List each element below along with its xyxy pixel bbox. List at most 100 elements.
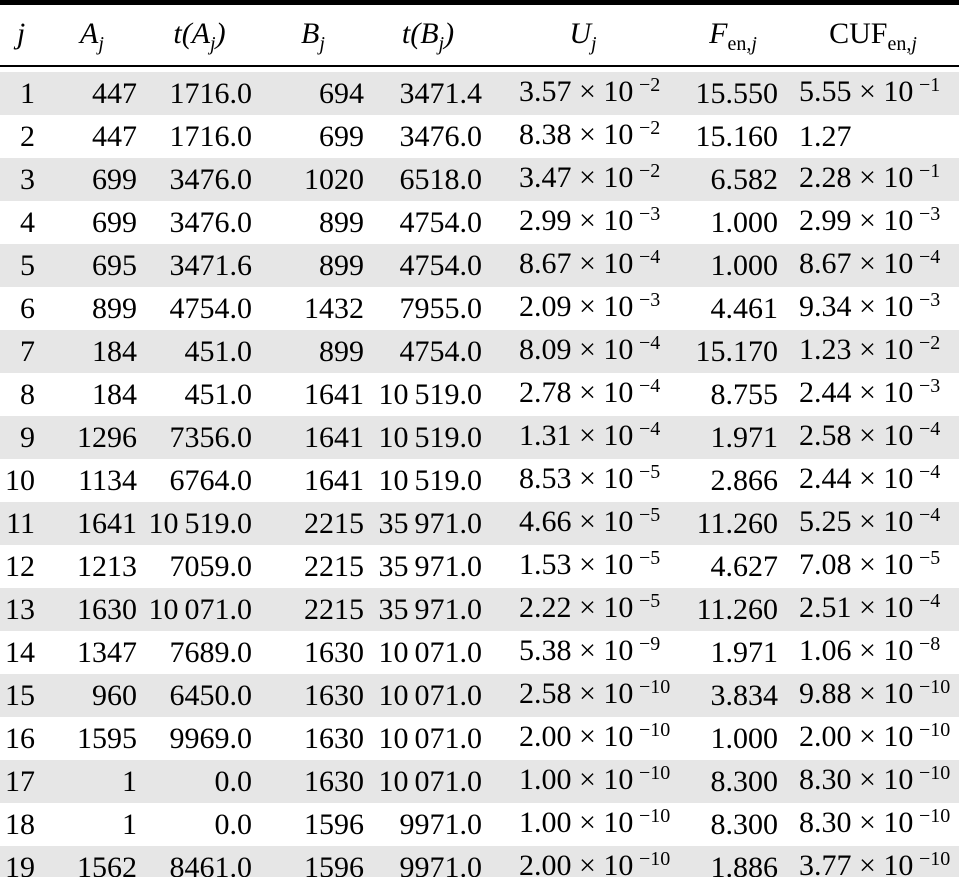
cell-fenj: 11.260 <box>696 593 778 626</box>
uj-exponent: −4 <box>639 246 661 268</box>
cufenj-exponent: −8 <box>919 633 941 655</box>
uj-exponent: −10 <box>639 719 671 741</box>
cufenj-mantissa: 2.00 × 10 <box>799 720 914 753</box>
uj-mantissa: 2.09 × 10 <box>519 290 634 323</box>
uj-exponent: −9 <box>639 633 661 655</box>
cufenj-exponent: −4 <box>919 504 941 526</box>
cell-tbj: 35 971.0 <box>378 507 482 540</box>
cufenj-mantissa: 8.30 × 10 <box>799 763 914 796</box>
cell-j: 10 <box>5 464 35 497</box>
cell-j: 14 <box>5 636 35 669</box>
cell-tbj: 10 071.0 <box>378 679 482 712</box>
cufenj-mantissa: 3.77 × 10 <box>799 849 914 877</box>
cell-uj: 1.00 × 10 −10 <box>487 803 679 846</box>
cell-bj: 2215 <box>304 593 364 626</box>
cell-fenj: 4.627 <box>710 550 779 583</box>
cufenj-mantissa: 2.99 × 10 <box>799 204 914 237</box>
header-cell-cufenj: CUFen,j <box>787 2 959 67</box>
uj-mantissa: 2.78 × 10 <box>519 376 634 409</box>
cell-cufenj: 5.25 × 10 −4 <box>787 502 959 545</box>
cell-taj: 1716.0 <box>169 77 253 110</box>
cell-uj: 4.66 × 10 −5 <box>487 502 679 545</box>
cell-aj: 699 <box>92 206 137 239</box>
uj-mantissa: 1.00 × 10 <box>519 763 634 796</box>
cufenj-exponent: −3 <box>919 289 941 311</box>
uj-exponent: −3 <box>639 289 661 311</box>
table-row: 5 695 3471.6 899 4754.0 8.67 × 10 −4 1.00… <box>0 244 959 287</box>
cell-bj: 699 <box>319 120 364 153</box>
header-subscript: j <box>98 33 104 55</box>
cufenj-mantissa: 9.34 × 10 <box>799 290 914 323</box>
cufenj-mantissa: 7.08 × 10 <box>799 548 914 581</box>
cell-fenj: 11.260 <box>696 507 778 540</box>
table-row: 7 184 451.0 899 4754.0 8.09 × 10 −4 15.17… <box>0 330 959 373</box>
cell-tbj: 10 071.0 <box>378 636 482 669</box>
cell-taj: 7689.0 <box>169 636 253 669</box>
cell-aj: 960 <box>92 679 137 712</box>
cell-aj: 1595 <box>77 722 137 755</box>
uj-exponent: −5 <box>639 547 661 569</box>
cell-taj: 451.0 <box>184 378 253 411</box>
cell-bj: 1020 <box>304 163 364 196</box>
cell-bj: 2215 <box>304 507 364 540</box>
cell-j: 4 <box>20 206 35 239</box>
uj-exponent: −4 <box>639 418 661 440</box>
cell-cufenj: 2.51 × 10 −4 <box>787 588 959 631</box>
cell-fenj: 15.550 <box>695 77 779 110</box>
cell-j: 13 <box>5 593 35 626</box>
table-row: 12 1213 7059.0 2215 35 971.0 1.53 × 10 −5… <box>0 545 959 588</box>
uj-mantissa: 2.22 × 10 <box>519 591 634 624</box>
cell-bj: 1630 <box>304 679 364 712</box>
cufenj-mantissa: 2.28 × 10 <box>799 161 914 194</box>
cell-taj: 10 519.0 <box>148 507 252 540</box>
cell-uj: 1.00 × 10 −10 <box>487 760 679 803</box>
cell-fenj: 15.160 <box>695 120 779 153</box>
cell-uj: 2.09 × 10 −3 <box>487 287 679 330</box>
cell-taj: 6450.0 <box>169 679 253 712</box>
cell-aj: 447 <box>92 77 137 110</box>
cell-tbj: 10 071.0 <box>378 722 482 755</box>
uj-exponent: −10 <box>639 848 671 870</box>
cell-aj: 1347 <box>77 636 137 669</box>
cell-j: 1 <box>20 77 35 110</box>
header-cell-taj: t(Aj) <box>142 2 257 67</box>
cell-uj: 8.38 × 10 −2 <box>487 115 679 158</box>
header-label: CUF <box>829 17 888 50</box>
cell-taj: 10 071.0 <box>148 593 252 626</box>
cell-uj: 8.53 × 10 −5 <box>487 459 679 502</box>
cufenj-exponent: −1 <box>919 160 941 182</box>
cufenj-mantissa: 1.06 × 10 <box>799 634 914 667</box>
cell-cufenj: 7.08 × 10 −5 <box>787 545 959 588</box>
uj-exponent: −2 <box>639 117 661 139</box>
cufenj-mantissa: 8.67 × 10 <box>799 247 914 280</box>
table-row: 8 184 451.0 1641 10 519.0 2.78 × 10 −4 8.… <box>0 373 959 416</box>
uj-mantissa: 8.67 × 10 <box>519 247 634 280</box>
cell-tbj: 10 071.0 <box>378 765 482 798</box>
table-row: 10 1134 6764.0 1641 10 519.0 8.53 × 10 −5… <box>0 459 959 502</box>
uj-exponent: −10 <box>639 805 671 827</box>
uj-exponent: −10 <box>639 762 671 784</box>
cell-fenj: 1.000 <box>710 722 779 755</box>
cufenj-exponent: −4 <box>919 461 941 483</box>
cell-cufenj: 8.67 × 10 −4 <box>787 244 959 287</box>
uj-exponent: −5 <box>639 504 661 526</box>
cell-uj: 1.53 × 10 −5 <box>487 545 679 588</box>
cell-aj: 184 <box>92 378 137 411</box>
uj-mantissa: 8.09 × 10 <box>519 333 634 366</box>
cell-uj: 2.22 × 10 −5 <box>487 588 679 631</box>
cell-tbj: 4754.0 <box>399 206 483 239</box>
cell-aj: 699 <box>92 163 137 196</box>
cell-uj: 2.00 × 10 −10 <box>487 846 679 877</box>
cell-j: 12 <box>5 550 35 583</box>
cufenj-exponent: −5 <box>919 547 941 569</box>
header-subscript: j <box>751 33 757 55</box>
cufenj-mantissa: 1.23 × 10 <box>799 333 914 366</box>
uj-exponent: −2 <box>639 74 661 96</box>
cell-bj: 1596 <box>304 851 364 877</box>
cell-cufenj: 9.88 × 10 −10 <box>787 674 959 717</box>
cufenj-mantissa: 2.51 × 10 <box>799 591 914 624</box>
header-label: U <box>569 17 592 50</box>
cell-fenj: 2.866 <box>710 464 779 497</box>
cell-tbj: 3471.4 <box>399 77 483 110</box>
cell-tbj: 4754.0 <box>399 335 483 368</box>
